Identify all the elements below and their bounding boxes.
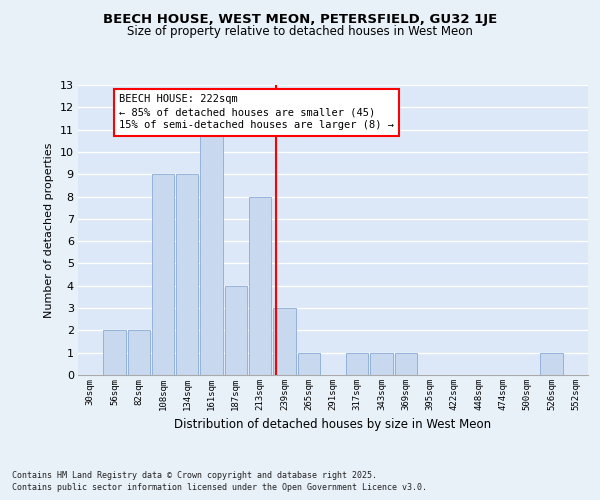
X-axis label: Distribution of detached houses by size in West Meon: Distribution of detached houses by size …: [175, 418, 491, 432]
Bar: [103, 330, 125, 375]
Y-axis label: Number of detached properties: Number of detached properties: [44, 142, 54, 318]
Text: Contains public sector information licensed under the Open Government Licence v3: Contains public sector information licen…: [12, 484, 427, 492]
Bar: [128, 330, 150, 375]
Bar: [395, 352, 417, 375]
Bar: [249, 196, 271, 375]
Bar: [224, 286, 247, 375]
Bar: [541, 352, 563, 375]
Bar: [273, 308, 296, 375]
Bar: [200, 130, 223, 375]
Text: Size of property relative to detached houses in West Meon: Size of property relative to detached ho…: [127, 25, 473, 38]
Bar: [152, 174, 174, 375]
Text: BEECH HOUSE: 222sqm
← 85% of detached houses are smaller (45)
15% of semi-detach: BEECH HOUSE: 222sqm ← 85% of detached ho…: [119, 94, 394, 130]
Bar: [370, 352, 393, 375]
Bar: [298, 352, 320, 375]
Text: Contains HM Land Registry data © Crown copyright and database right 2025.: Contains HM Land Registry data © Crown c…: [12, 471, 377, 480]
Text: BEECH HOUSE, WEST MEON, PETERSFIELD, GU32 1JE: BEECH HOUSE, WEST MEON, PETERSFIELD, GU3…: [103, 12, 497, 26]
Bar: [176, 174, 199, 375]
Bar: [346, 352, 368, 375]
